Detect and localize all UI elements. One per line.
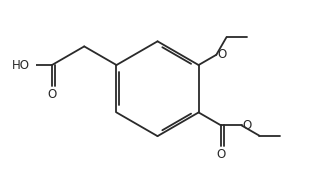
Text: O: O (242, 119, 252, 132)
Text: O: O (217, 48, 226, 61)
Text: HO: HO (12, 58, 30, 71)
Text: O: O (47, 88, 56, 101)
Text: O: O (216, 148, 226, 161)
